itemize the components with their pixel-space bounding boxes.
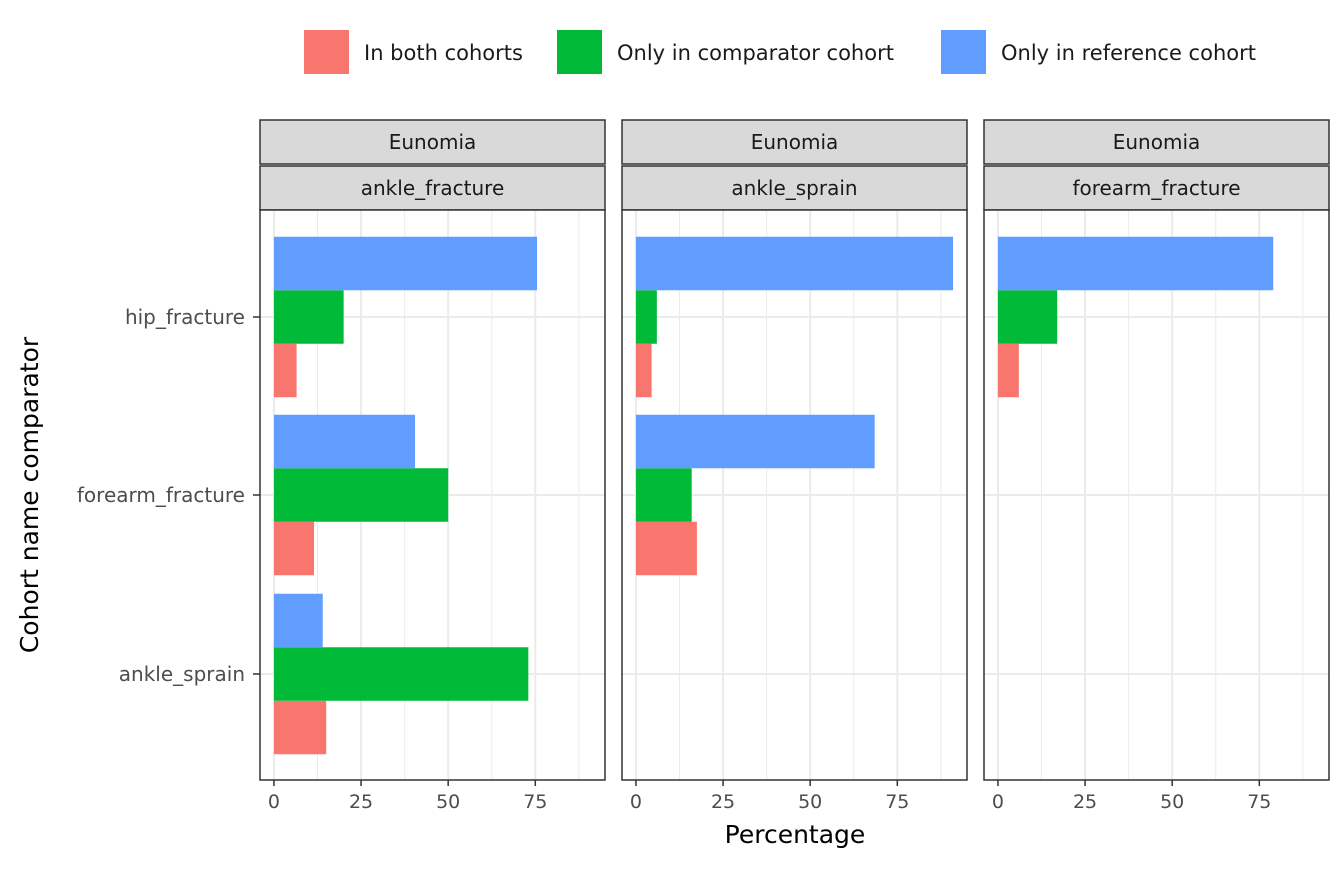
panel-0: Eunomia ankle_fracture 0 25 50 75 (259, 119, 606, 813)
legend-label-2: Only in reference cohort (1001, 41, 1256, 65)
bar-forearm_fracture-0 (273, 521, 315, 576)
bar-hip_fracture-0 (635, 343, 652, 398)
strip-bottom-0 (259, 165, 606, 211)
y-tick-label: ankle_sprain (119, 662, 245, 686)
strip-bottom-2 (983, 165, 1330, 211)
x-tick-label: 75 (523, 791, 547, 813)
bar-forearm_fracture-0 (635, 521, 697, 576)
y-tick-label: forearm_fracture (77, 483, 245, 507)
x-tick-label: 0 (630, 791, 642, 813)
strip-top-label-1: Eunomia (751, 130, 839, 154)
x-axis-title: Percentage (725, 820, 866, 849)
bar-hip_fracture-2 (635, 236, 954, 291)
x-tick-label: 25 (1073, 791, 1097, 813)
panel-1: Eunomia ankle_sprain 0 25 50 75 (621, 119, 968, 813)
x-tick-label: 50 (798, 791, 822, 813)
bar-ankle_sprain-2 (273, 593, 323, 648)
x-tick-label: 25 (349, 791, 373, 813)
bar-hip_fracture-1 (273, 290, 344, 344)
bar-hip_fracture-2 (997, 236, 1274, 291)
bar-hip_fracture-0 (997, 343, 1019, 398)
strip-bottom-label-2: forearm_fracture (1072, 176, 1240, 200)
y-tick-label: hip_fracture (125, 305, 245, 329)
strip-top-2 (983, 119, 1330, 165)
bar-forearm_fracture-1 (273, 468, 449, 522)
panel-border-2 (983, 209, 1330, 781)
x-tick-label: 75 (1247, 791, 1271, 813)
y-axis-title: Cohort name comparator (15, 336, 44, 653)
strip-top-label-0: Eunomia (389, 130, 477, 154)
bar-hip_fracture-2 (273, 236, 538, 291)
legend-key-1 (557, 30, 602, 74)
bar-hip_fracture-1 (997, 290, 1058, 344)
bar-hip_fracture-0 (273, 343, 297, 398)
x-tick-label: 25 (711, 791, 735, 813)
legend-label-0: In both cohorts (364, 41, 523, 65)
strip-top-0 (259, 119, 606, 165)
legend-key-0 (304, 30, 349, 74)
x-tick-label: 0 (992, 791, 1004, 813)
bar-hip_fracture-1 (635, 290, 657, 344)
bar-forearm_fracture-1 (635, 468, 692, 522)
strip-bottom-label-1: ankle_sprain (731, 176, 857, 200)
bar-ankle_sprain-0 (273, 700, 327, 755)
bar-forearm_fracture-2 (635, 414, 875, 469)
strip-bottom-label-0: ankle_fracture (361, 176, 505, 200)
bar-forearm_fracture-2 (273, 414, 416, 469)
strip-top-label-2: Eunomia (1113, 130, 1201, 154)
strip-top-1 (621, 119, 968, 165)
panel-2: Eunomia forearm_fracture 0 25 50 75 (983, 119, 1330, 813)
x-tick-label: 50 (436, 791, 460, 813)
x-tick-label: 50 (1160, 791, 1184, 813)
bar-ankle_sprain-1 (273, 647, 529, 701)
x-tick-label: 75 (885, 791, 909, 813)
legend-label-1: Only in comparator cohort (617, 41, 894, 65)
legend-key-2 (941, 30, 986, 74)
panel-border-1 (621, 209, 968, 781)
x-tick-label: 0 (268, 791, 280, 813)
